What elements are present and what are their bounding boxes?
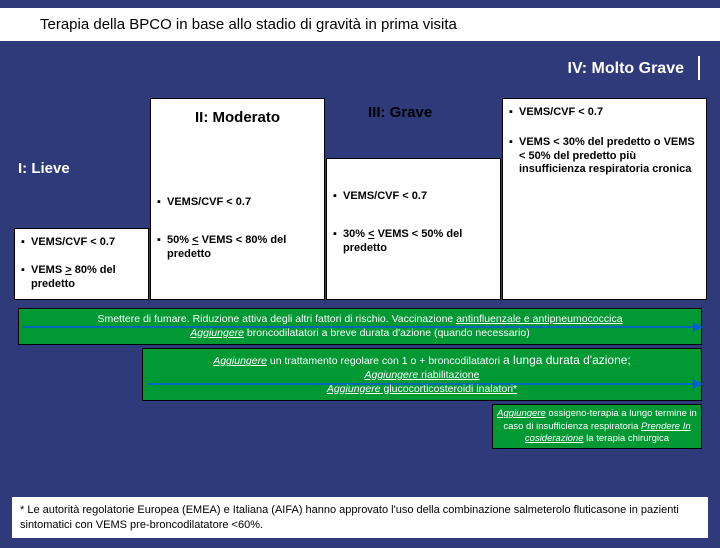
stage-ii-criterion-2: ▪50% < VEMS < 80% del predetto [157, 234, 318, 262]
stage-iv-criterion-1: ▪VEMS/CVF < 0.7 [509, 106, 700, 120]
stage-ii-header: II: Moderato [157, 109, 318, 126]
page-title: Terapia della BPCO in base allo stadio d… [0, 8, 720, 41]
stage-iii-header: III: Grave [368, 104, 432, 121]
stage-iii-criterion-2: ▪30% < VEMS < 50% del predetto [333, 228, 494, 256]
stage-ii-box: II: Moderato ▪VEMS/CVF < 0.7 ▪50% < VEMS… [150, 98, 325, 300]
treatment-step-3: Aggiungere ossigeno-terapia a lungo term… [492, 404, 702, 449]
cursor-mark [698, 56, 700, 80]
stage-ii-criterion-1: ▪VEMS/CVF < 0.7 [157, 196, 318, 210]
stage-i-box: ▪VEMS/CVF < 0.7 ▪VEMS > 80% del predetto [14, 228, 149, 300]
treatment-step-1: Smettere di fumare. Riduzione attiva deg… [18, 308, 702, 345]
stage-iv-label: IV: Molto Grave [568, 60, 684, 78]
stage-i-criterion-1: ▪VEMS/CVF < 0.7 [21, 236, 142, 250]
stage-iii-box: ▪VEMS/CVF < 0.7 ▪30% < VEMS < 50% del pr… [326, 158, 501, 300]
footnote: * Le autorità regolatorie Europea (EMEA)… [12, 497, 708, 538]
treatment-region: Smettere di fumare. Riduzione attiva deg… [18, 308, 702, 452]
stage-iv-box: ▪VEMS/CVF < 0.7 ▪VEMS < 30% del predetto… [502, 98, 707, 300]
stage-i-header: I: Lieve [18, 160, 70, 177]
stage-iii-criterion-1: ▪VEMS/CVF < 0.7 [333, 190, 494, 204]
stage-iv-criterion-2: ▪VEMS < 30% del predetto o VEMS < 50% de… [509, 136, 700, 177]
treatment-step-2: Aggiungere un trattamento regolare con 1… [142, 348, 702, 401]
stage-i-criterion-2: ▪VEMS > 80% del predetto [21, 264, 142, 292]
staircase-region: I: Lieve III: Grave II: Moderato ▪VEMS/C… [12, 98, 708, 322]
